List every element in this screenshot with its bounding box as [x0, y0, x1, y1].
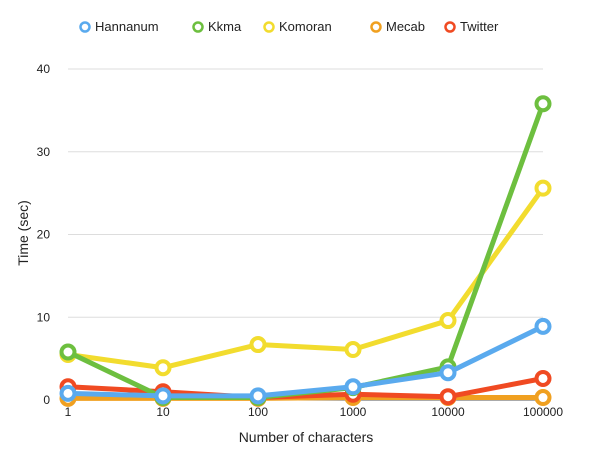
legend-item-hannanum: Hannanum	[79, 19, 159, 34]
y-axis-title: Time (sec)	[15, 200, 31, 266]
data-point	[534, 369, 552, 387]
data-point	[439, 312, 457, 330]
series-komoran	[59, 179, 552, 377]
legend-item-twitter: Twitter	[444, 19, 499, 34]
data-point	[439, 364, 457, 382]
data-point	[344, 341, 362, 359]
x-tick-label: 1000	[340, 405, 367, 419]
x-tick-label: 10000	[431, 405, 465, 419]
legend-label: Komoran	[279, 19, 332, 34]
x-axis-title: Number of characters	[239, 429, 374, 445]
data-point	[439, 388, 457, 406]
series-line	[65, 185, 546, 371]
data-point	[249, 387, 267, 405]
legend-marker	[79, 21, 91, 33]
data-point	[344, 378, 362, 396]
series-line	[65, 101, 546, 401]
data-point	[154, 387, 172, 405]
y-tick-label: 10	[37, 310, 51, 324]
y-tick-label: 0	[43, 393, 50, 407]
series-layer	[59, 95, 552, 407]
legend-label: Kkma	[208, 19, 242, 34]
legend-marker	[263, 21, 275, 33]
y-tick-label: 20	[37, 228, 51, 242]
x-tick-label: 1	[65, 405, 72, 419]
data-point	[59, 343, 77, 361]
legend-marker	[192, 21, 204, 33]
legend-item-komoran: Komoran	[263, 19, 332, 34]
x-tick-label: 10	[156, 405, 170, 419]
series-hannanum	[59, 317, 552, 405]
legend-item-kkma: Kkma	[192, 19, 242, 34]
data-point	[534, 95, 552, 113]
legend-marker	[444, 21, 456, 33]
legend-marker	[370, 21, 382, 33]
data-point	[534, 317, 552, 335]
data-point	[59, 384, 77, 402]
y-tick-label: 30	[37, 145, 51, 159]
legend-label: Twitter	[460, 19, 499, 34]
legend: Hannanum Kkma Komoran Mecab Twitter	[79, 19, 499, 34]
data-point	[534, 179, 552, 197]
data-point	[154, 359, 172, 377]
legend-label: Mecab	[386, 19, 425, 34]
legend-item-mecab: Mecab	[370, 19, 425, 34]
data-point	[249, 336, 267, 354]
y-tick-label: 40	[37, 62, 51, 76]
x-axis-ticks: 1 10 100 1000 10000 100000	[65, 405, 564, 419]
data-point	[534, 389, 552, 407]
legend-label: Hannanum	[95, 19, 159, 34]
x-tick-label: 100000	[523, 405, 563, 419]
x-tick-label: 100	[248, 405, 268, 419]
series-line	[65, 323, 546, 399]
grid	[68, 68, 543, 401]
y-axis-ticks: 0 10 20 30 40	[37, 62, 51, 407]
